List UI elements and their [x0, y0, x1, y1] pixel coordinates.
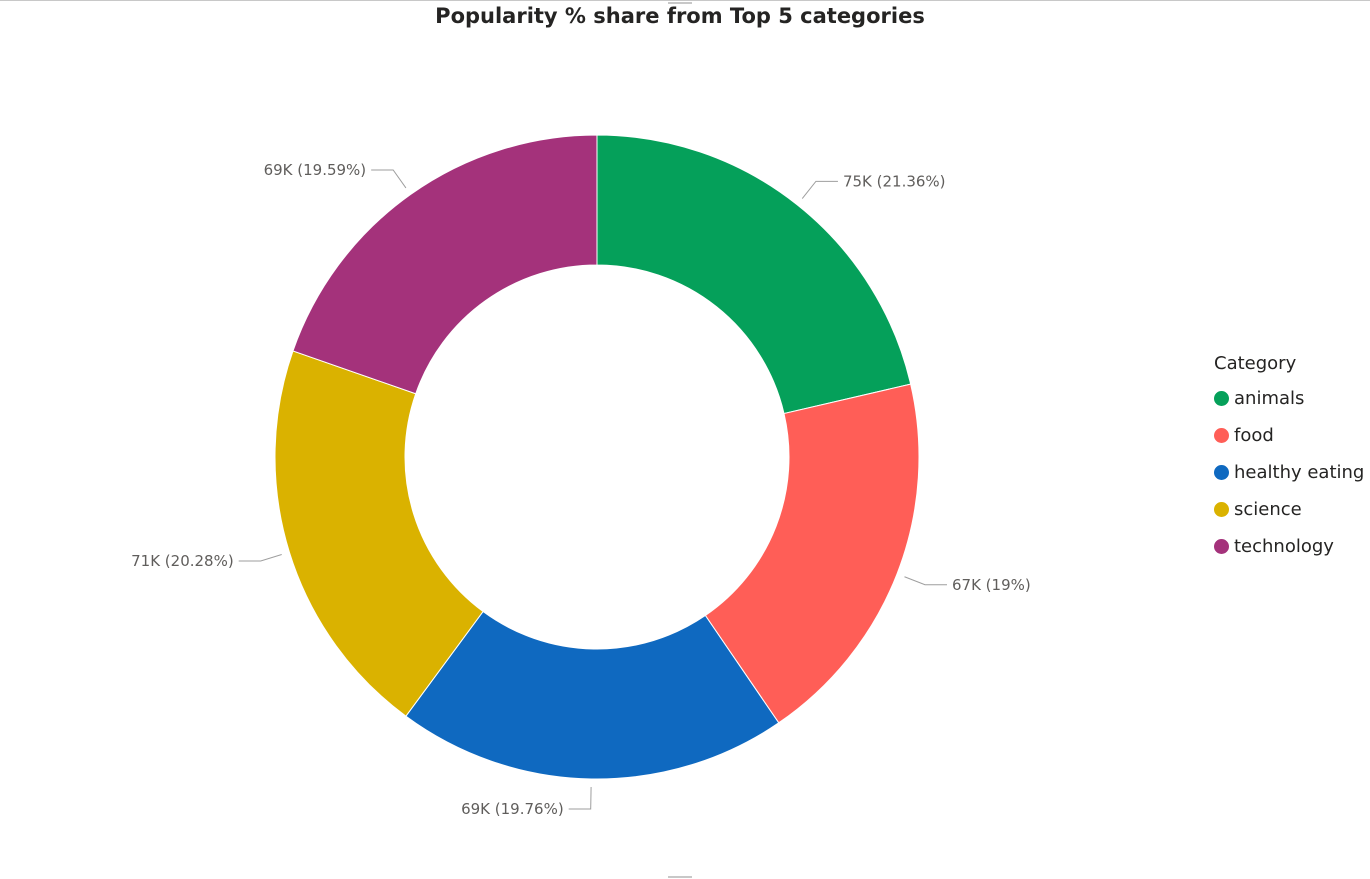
- legend-marker-food: [1214, 428, 1229, 443]
- leader-line-technology: [371, 169, 407, 189]
- data-label-healthy-eating: 69K (19.76%): [461, 800, 564, 818]
- donut-chart: 75K (21.36%) 67K (19%) 69K (19.76%) 71K (20…: [131, 134, 1031, 818]
- legend-label-food: food: [1234, 425, 1274, 446]
- legend-item-technology[interactable]: technology: [1214, 528, 1364, 565]
- slice-animals[interactable]: [596, 134, 912, 415]
- slice-science[interactable]: [274, 350, 484, 717]
- legend-item-science[interactable]: science: [1214, 491, 1364, 528]
- data-labels: 75K (21.36%) 67K (19%) 69K (19.76%) 71K (20…: [131, 161, 1031, 818]
- legend-label-healthy-eating: healthy eating: [1234, 462, 1365, 483]
- legend-marker-animals: [1214, 391, 1229, 406]
- slice-healthy-eating[interactable]: [405, 610, 780, 780]
- legend-label-animals: animals: [1234, 388, 1305, 409]
- legend-item-animals[interactable]: animals: [1214, 380, 1364, 417]
- data-label-animals: 75K (21.36%): [843, 172, 946, 190]
- data-label-science: 71K (20.28%): [131, 552, 234, 570]
- resize-handle-bottom[interactable]: [668, 876, 692, 878]
- slices: [274, 134, 920, 780]
- legend-item-healthy-eating[interactable]: healthy eating: [1214, 454, 1364, 491]
- data-label-technology: 69K (19.59%): [264, 161, 367, 179]
- leader-lines: [238, 169, 947, 810]
- legend-label-science: science: [1234, 499, 1302, 520]
- legend-marker-science: [1214, 502, 1229, 517]
- legend-title: Category: [1214, 353, 1297, 374]
- legend-marker-technology: [1214, 539, 1229, 554]
- legend: Category animals food healthy eating scienc…: [1214, 353, 1364, 565]
- leader-line-food: [904, 576, 947, 586]
- legend-item-food[interactable]: food: [1214, 417, 1364, 454]
- leader-line-animals: [801, 180, 838, 199]
- legend-marker-healthy-eating: [1214, 465, 1229, 480]
- data-label-food: 67K (19%): [952, 576, 1031, 594]
- leader-line-healthy-eating: [568, 786, 592, 810]
- chart-title: Popularity % share from Top 5 categories: [435, 4, 925, 28]
- slice-technology[interactable]: [292, 134, 598, 395]
- slice-food[interactable]: [704, 383, 920, 724]
- resize-handle-top[interactable]: [668, 2, 692, 4]
- visual-border: [0, 0, 1370, 1]
- legend-label-technology: technology: [1234, 536, 1334, 557]
- leader-line-science: [238, 553, 282, 562]
- legend-items: animals food healthy eating science technolo…: [1214, 380, 1364, 565]
